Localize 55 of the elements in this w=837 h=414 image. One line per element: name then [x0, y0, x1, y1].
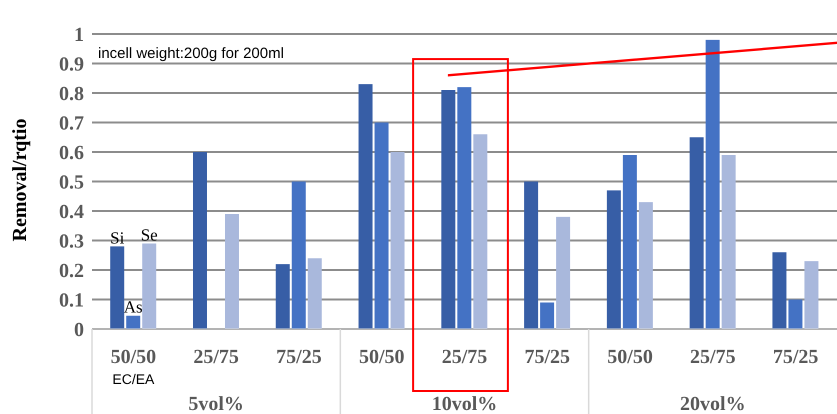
bar — [110, 246, 124, 329]
bar — [142, 243, 156, 329]
x-tick-label: 25/75 — [193, 346, 239, 368]
x-tick-label: 50/50 — [110, 346, 156, 368]
bar — [524, 182, 538, 329]
y-tick-label: 0 — [74, 319, 84, 342]
x-tick-label: 25/75 — [442, 346, 488, 368]
text: EC/EA — [112, 371, 156, 387]
x-tick-label: 50/50 — [607, 346, 653, 368]
bar — [706, 40, 720, 329]
bar — [788, 300, 802, 329]
bar — [606, 190, 621, 329]
bar — [473, 134, 488, 329]
bar — [556, 216, 570, 329]
series-label: Se — [140, 225, 158, 244]
text: 20vol% — [680, 393, 746, 414]
bar — [457, 87, 472, 329]
bar — [772, 252, 786, 329]
y-tick-label: 0.7 — [59, 112, 84, 135]
y-tick-label: 0.9 — [59, 54, 84, 76]
annotation: incell weight:200g for 200ml — [98, 45, 284, 62]
bar — [126, 316, 140, 329]
text: 10vol% — [432, 393, 498, 414]
bar — [540, 302, 554, 329]
series-label: Si — [110, 228, 125, 248]
x-tick-label: 75/25 — [276, 346, 322, 368]
bar — [690, 137, 704, 329]
y-tick-label: 0.3 — [59, 230, 84, 253]
y-tick-label: 0.1 — [59, 290, 84, 312]
bar — [390, 152, 405, 329]
y-axis-title: Removal/rqtio — [9, 118, 32, 242]
x-tick-label: 50/50 — [358, 346, 405, 368]
x-tick-label: 75/25 — [524, 346, 570, 368]
bar — [358, 84, 373, 329]
x-tick-label: 25/75 — [690, 346, 736, 368]
series-label: As — [124, 298, 143, 317]
bar — [622, 154, 637, 329]
bar — [192, 152, 207, 329]
bar — [374, 122, 389, 329]
x-tick-label: 75/25 — [772, 346, 818, 368]
bar — [276, 264, 290, 329]
bar — [804, 261, 818, 329]
bar — [292, 182, 306, 329]
bar — [722, 154, 736, 329]
y-tick-label: 0.2 — [59, 260, 84, 282]
bar — [441, 90, 456, 329]
y-tick-label: 1 — [74, 24, 84, 46]
text: 5vol% — [188, 393, 244, 414]
bar — [638, 202, 653, 329]
bar — [308, 258, 322, 329]
y-tick-label: 0.4 — [59, 201, 84, 224]
y-tick-label: 0.5 — [59, 172, 84, 194]
bar — [224, 214, 239, 329]
y-tick-label: 0.8 — [59, 83, 84, 106]
y-tick-label: 0.6 — [59, 142, 84, 164]
